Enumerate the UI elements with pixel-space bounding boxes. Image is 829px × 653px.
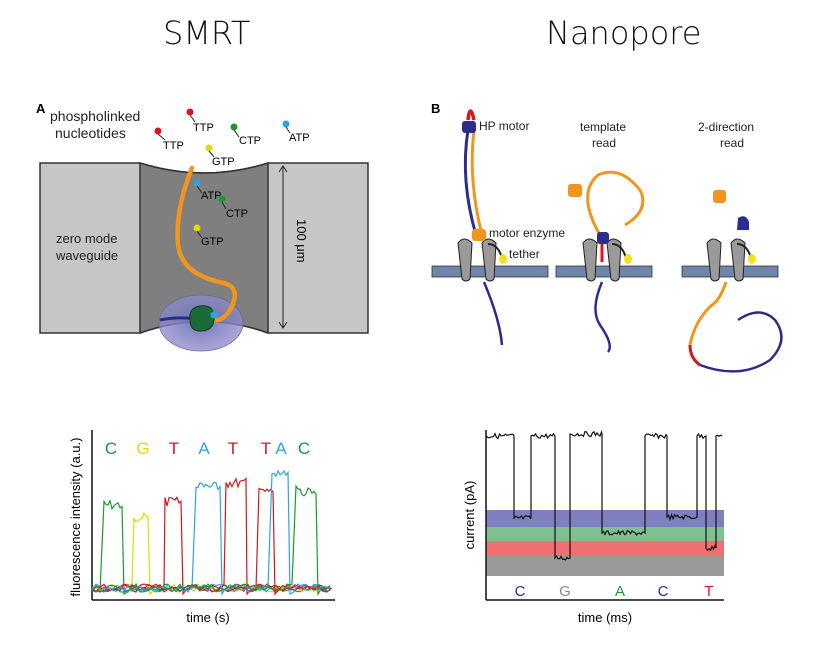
released-motor-3 (713, 190, 726, 203)
lead-strand-1 (482, 281, 504, 346)
smrt-base-label: A (275, 439, 287, 458)
smrt-pulse-trace (91, 469, 331, 595)
tether-anchor-2 (624, 254, 632, 264)
template-strand-3 (688, 281, 728, 346)
band-g (486, 556, 724, 576)
nanopore-x-label: time (ms) (578, 610, 632, 625)
nanopore-1 (457, 238, 497, 282)
two-direction-label-line1: 2-direction (698, 120, 754, 134)
nanopore-2 (582, 238, 622, 282)
smrt-pulse-trace (91, 499, 333, 596)
nanopore-y-label: current (pA) (462, 481, 477, 550)
panel-b: B HP motor template read 2-direction rea… (431, 101, 783, 373)
nanopore-base-label: A (615, 583, 625, 600)
waveguide-label-line1: zero mode (56, 231, 117, 246)
svg-text:ATP: ATP (201, 190, 222, 202)
free-nucleotide-gtp: GTP (205, 144, 235, 168)
well-nucleotide-atp: ATP (193, 179, 222, 202)
free-nucleotide-atp: ATP (282, 120, 310, 144)
well-nucleotide-ctp: CTP (218, 195, 248, 220)
nanopore-chart: current (pA) time (ms) C G A C T (462, 429, 724, 625)
dna-template-strand (175, 165, 238, 323)
released-motor-2 (568, 184, 582, 197)
motor-enzyme-1 (472, 229, 486, 241)
template-strand-1 (470, 129, 484, 236)
panel-a-letter: A (36, 101, 46, 116)
band-c (486, 510, 724, 527)
svg-text:CTP: CTP (226, 208, 248, 220)
svg-text:GTP: GTP (212, 156, 235, 168)
waveguide-label-line2: waveguide (55, 248, 118, 263)
smrt-base-label: G (136, 439, 149, 458)
nanopore-base-label: C (658, 583, 669, 600)
template-strand-2 (586, 170, 645, 241)
depth-arrow-top (278, 165, 288, 173)
svg-text:CTP: CTP (239, 135, 261, 147)
smrt-traces (91, 469, 333, 597)
hp-motor-label: HP motor (479, 119, 529, 133)
hairpin-adapter (466, 109, 476, 121)
bound-nucleotide (210, 311, 218, 319)
smrt-base-label: T (169, 439, 179, 458)
lead-strand-2 (594, 281, 611, 353)
hairpin-3 (688, 344, 701, 367)
panel-b-letter: B (431, 101, 440, 116)
tether-label: tether (509, 247, 540, 261)
hp-motor (462, 121, 476, 133)
nucleotides-label: nucleotides (55, 125, 126, 141)
svg-text:ATP: ATP (289, 132, 310, 144)
nanopore-3 (706, 238, 746, 282)
membrane-2 (555, 265, 653, 278)
complement-strand-1 (463, 129, 478, 236)
svg-text:TTP: TTP (163, 140, 184, 152)
nanopore-base-label: T (704, 583, 713, 600)
free-nucleotide-ttp-2: TTP (186, 108, 214, 134)
smrt-y-label: fluorescence intensity (a.u.) (68, 438, 83, 597)
depth-arrow-bottom (278, 321, 288, 329)
hp-motor-2 (597, 232, 609, 244)
membrane-3 (681, 265, 779, 278)
title-nanopore: Nanopore (546, 14, 702, 52)
depth-label: 100 μm (294, 219, 309, 263)
band-t (486, 541, 724, 556)
tether-anchor-1 (499, 254, 507, 264)
phospholinked-label: phospholinked (50, 108, 140, 124)
smrt-base-label: C (298, 439, 310, 458)
motor-enzyme-label: motor enzyme (489, 226, 565, 240)
two-direction-label-line2: read (720, 136, 744, 150)
smrt-base-label: T (228, 439, 238, 458)
nanopore-base-label: C (515, 583, 526, 600)
template-label-line2: read (592, 136, 616, 150)
released-hp-motor-3 (737, 216, 749, 230)
smrt-x-label: time (s) (186, 610, 229, 625)
tether-anchor-3 (748, 254, 756, 264)
free-nucleotide-ttp-1: TTP (154, 127, 184, 152)
smrt-base-label: C (105, 439, 117, 458)
svg-text:TTP: TTP (193, 122, 214, 134)
panel-a: A phospholinked nucleotides 100 μm zero … (36, 101, 369, 352)
free-nucleotide-ctp: CTP (230, 123, 261, 147)
svg-text:GTP: GTP (201, 236, 224, 248)
complement-strand-3 (699, 311, 783, 373)
title-smrt: SMRT (163, 14, 251, 52)
smrt-pulse-trace (91, 484, 331, 597)
polymerase-enzyme (189, 305, 215, 332)
smrt-base-label: A (198, 439, 210, 458)
nanopore-base-label: G (559, 583, 571, 600)
nanopore-current-trace (485, 429, 723, 561)
smrt-base-label: T (261, 439, 271, 458)
well-nucleotide-gtp: GTP (193, 224, 224, 248)
smrt-chart: fluorescence intensity (a.u.) time (s) C… (68, 430, 335, 625)
template-label-line1: template (580, 120, 626, 134)
